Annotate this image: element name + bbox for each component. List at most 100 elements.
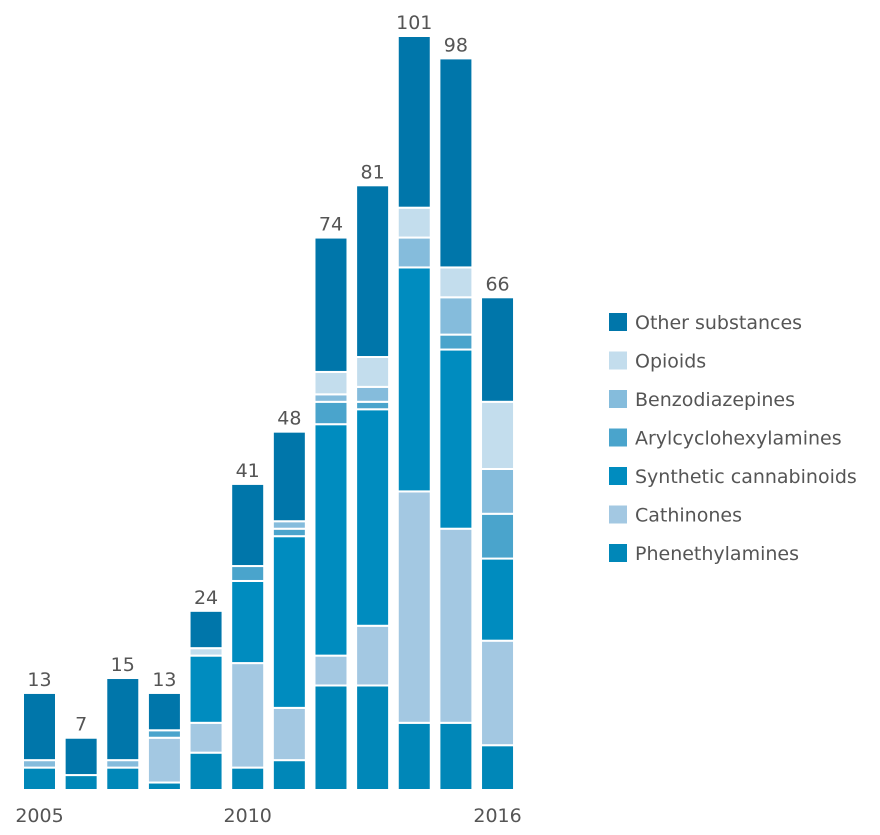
bar-stack-2011: [271, 430, 307, 792]
total-label-2016: 66: [485, 273, 509, 295]
legend-swatch-benzodiazepines: [609, 390, 627, 408]
bar-stack-2015: [438, 57, 474, 791]
bar-segment-arylcyclohexylamines-2013: [355, 400, 391, 411]
bar-segment-phenethylamines-2010: [230, 766, 266, 791]
legend-swatch-other-substances: [609, 313, 627, 331]
bar-stack-2005: [22, 691, 57, 791]
bar-segment-phenethylamines-2009: [188, 751, 224, 791]
bar-segment-synthetic-cannabinoids-2009: [188, 654, 224, 724]
bar-segment-opioids-2014: [396, 206, 432, 239]
bar-segment-benzodiazepines-2016: [480, 467, 516, 515]
legend-label-cathinones: Cathinones: [635, 505, 742, 527]
x-tick-label-2016: 2016: [473, 805, 521, 827]
bar-segment-benzodiazepines-2014: [396, 236, 432, 269]
bar-segment-synthetic-cannabinoids-2011: [271, 535, 307, 709]
bar-segment-cathinones-2010: [230, 662, 266, 769]
total-labels-layer: 13 7 15 13 24 41 48 74 81 101 98 66: [27, 12, 509, 736]
bar-segment-arylcyclohexylamines-2011: [271, 527, 307, 538]
bar-segment-benzodiazepines-2013: [355, 385, 391, 403]
legend-label-phenethylamines: Phenethylamines: [635, 543, 799, 565]
bar-segment-other-substances-2006: [63, 736, 99, 777]
bar-segment-opioids-2015: [438, 266, 474, 299]
bar-segment-phenethylamines-2011: [271, 759, 307, 792]
bar-segment-synthetic-cannabinoids-2013: [355, 408, 391, 627]
total-label-2008: 13: [152, 669, 176, 691]
legend-label-arylcyclohexylamines: Arylcyclohexylamines: [635, 428, 842, 450]
bar-stack-2008: [146, 691, 182, 792]
bar-segment-phenethylamines-2012: [313, 684, 349, 791]
bar-stack-2010: [230, 482, 266, 791]
bar-segment-phenethylamines-2015: [438, 721, 474, 791]
bar-segment-phenethylamines-2005: [22, 766, 57, 791]
bar-segment-synthetic-cannabinoids-2010: [230, 579, 266, 665]
total-label-2005: 13: [27, 669, 51, 691]
bar-segment-phenethylamines-2016: [480, 744, 516, 792]
bar-stack-2007: [105, 677, 141, 791]
total-label-2009: 24: [194, 587, 218, 609]
bar-segment-other-substances-2008: [146, 691, 182, 732]
legend-item-arylcyclohexylamines: Arylcyclohexylamines: [609, 428, 842, 450]
bar-segment-benzodiazepines-2015: [438, 296, 474, 336]
bar-segment-arylcyclohexylamines-2015: [438, 333, 474, 351]
legend-swatch-opioids: [609, 351, 627, 370]
legend-item-other-substances: Other substances: [609, 312, 802, 334]
total-label-2010: 41: [236, 460, 260, 482]
bar-segment-phenethylamines-2008: [146, 781, 182, 792]
legend-swatch-arylcyclohexylamines: [609, 428, 627, 447]
bar-segment-phenethylamines-2014: [396, 721, 432, 791]
legend-item-phenethylamines: Phenethylamines: [609, 543, 799, 565]
bar-segment-synthetic-cannabinoids-2012: [313, 423, 349, 657]
total-label-2013: 81: [361, 161, 385, 183]
bar-segment-cathinones-2013: [355, 624, 391, 687]
x-tick-label-2010: 2010: [224, 805, 272, 827]
bars-layer: [22, 35, 516, 792]
bar-stack-2013: [355, 184, 391, 791]
bar-stack-2012: [313, 236, 349, 791]
bar-segment-other-substances-2010: [230, 482, 266, 568]
legend: Other substances Opioids Benzodiazepines Ar…: [609, 312, 857, 565]
legend-label-other-substances: Other substances: [635, 312, 802, 334]
bar-segment-synthetic-cannabinoids-2014: [396, 266, 432, 493]
bar-segment-opioids-2013: [355, 356, 391, 388]
total-label-2011: 48: [277, 408, 301, 430]
bar-segment-phenethylamines-2013: [355, 684, 391, 791]
bar-segment-other-substances-2016: [480, 296, 516, 403]
bar-segment-benzodiazepines-2012: [313, 393, 349, 403]
bar-segment-opioids-2012: [313, 370, 349, 396]
bar-segment-arylcyclohexylamines-2016: [480, 512, 516, 560]
bar-segment-cathinones-2011: [271, 706, 307, 762]
bar-segment-other-substances-2015: [438, 57, 474, 269]
bar-segment-cathinones-2008: [146, 736, 182, 784]
x-axis-tick-labels: 2005 2010 2016: [15, 805, 521, 827]
bar-segment-phenethylamines-2007: [105, 766, 141, 791]
bar-segment-other-substances-2013: [355, 184, 391, 359]
bar-segment-other-substances-2009: [188, 609, 224, 650]
bar-segment-opioids-2009: [188, 647, 224, 657]
total-label-2015: 98: [444, 34, 468, 56]
bar-stack-2006: [63, 736, 99, 792]
total-label-2006: 7: [75, 714, 87, 736]
total-label-2012: 74: [319, 214, 343, 236]
bar-segment-cathinones-2009: [188, 721, 224, 754]
bar-segment-arylcyclohexylamines-2010: [230, 565, 266, 582]
bar-segment-benzodiazepines-2007: [105, 759, 141, 769]
legend-item-opioids: Opioids: [609, 351, 706, 373]
bar-segment-synthetic-cannabinoids-2015: [438, 348, 474, 530]
bar-segment-arylcyclohexylamines-2008: [146, 729, 182, 739]
legend-label-benzodiazepines: Benzodiazepines: [635, 389, 795, 411]
legend-item-benzodiazepines: Benzodiazepines: [609, 389, 795, 411]
legend-swatch-phenethylamines: [609, 544, 627, 562]
bar-segment-other-substances-2005: [22, 691, 57, 762]
total-label-2014: 101: [396, 12, 432, 34]
bar-segment-other-substances-2011: [271, 430, 307, 523]
bar-segment-benzodiazepines-2005: [22, 759, 57, 769]
bar-segment-arylcyclohexylamines-2012: [313, 400, 349, 426]
bar-segment-opioids-2016: [480, 400, 516, 470]
bar-segment-other-substances-2007: [105, 677, 141, 762]
legend-item-synthetic-cannabinoids: Synthetic cannabinoids: [609, 466, 857, 488]
bar-segment-other-substances-2012: [313, 236, 349, 373]
bar-segment-cathinones-2015: [438, 527, 474, 724]
bar-segment-cathinones-2014: [396, 490, 432, 724]
